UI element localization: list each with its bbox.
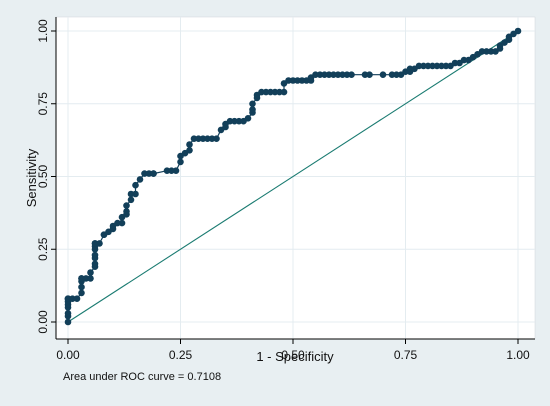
x-tick-label: 0.00 [56, 348, 80, 362]
x-axis-title: 1 - Specificity [256, 349, 334, 364]
roc-curve-point [249, 100, 256, 108]
roc-curve-point [379, 71, 387, 78]
roc-curve-point [91, 251, 99, 259]
roc-curve-point [348, 71, 355, 78]
roc-curve-point [186, 147, 193, 154]
reference-line-series [67, 30, 519, 323]
y-axis-title: Sensitivity [24, 148, 39, 207]
roc-curve-point [514, 27, 522, 35]
roc-curve-point [118, 219, 126, 227]
roc-curve-point [78, 289, 85, 297]
x-tick-label: 0.50 [281, 348, 305, 362]
roc-curve-point [172, 167, 180, 174]
roc-curve-point [87, 275, 94, 282]
roc-curve-point [127, 196, 135, 204]
roc-curve-point [91, 260, 99, 268]
roc-curve-point [87, 269, 94, 276]
roc-curve-point [64, 310, 72, 317]
roc-curve-point [78, 283, 85, 291]
reference-line [67, 30, 519, 323]
roc-curve-point [280, 88, 288, 96]
roc-curve-point [186, 141, 193, 148]
y-tick-label: 0.25 [36, 237, 50, 261]
roc-curve-point [136, 176, 144, 183]
roc-curve-point [244, 115, 252, 122]
roc-curve-point [123, 202, 130, 209]
roc-curve-point [366, 71, 373, 78]
x-axis-ticks: 0.00 0.25 0.50 0.75 1.00 [56, 339, 530, 362]
roc-curve-point [249, 106, 256, 113]
y-axis-ticks: 0.00 0.25 0.50 0.75 1.00 [36, 19, 56, 334]
x-tick-label: 0.75 [394, 348, 418, 362]
roc-curve-point [132, 181, 139, 189]
gridlines [56, 17, 535, 339]
roc-curve-point [132, 190, 139, 198]
x-tick-label: 0.25 [169, 348, 193, 362]
roc-curve-point [96, 240, 103, 247]
auc-annotation: Area under ROC curve = 0.7108 [63, 371, 221, 383]
roc-curve-point [64, 318, 72, 326]
x-tick-label: 1.00 [506, 348, 530, 362]
roc-curve-point [73, 295, 81, 303]
y-tick-label: 0.75 [36, 92, 50, 116]
axes [55, 17, 535, 340]
roc-curve-point [123, 208, 130, 215]
roc-curve-point [150, 170, 157, 177]
y-tick-label: 0.00 [36, 310, 50, 334]
y-tick-label: 1.00 [36, 19, 50, 43]
roc-curve-point [177, 158, 184, 166]
y-tick-label: 0.50 [36, 164, 50, 188]
plot-area [55, 16, 536, 340]
roc-curve-point [213, 135, 220, 142]
roc-curve-series [64, 27, 522, 326]
